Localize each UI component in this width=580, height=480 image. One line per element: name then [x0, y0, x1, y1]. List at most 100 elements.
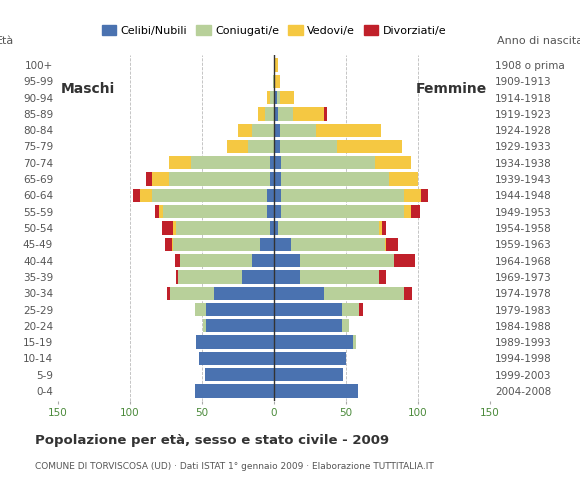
Bar [252, 254, 274, 267]
Bar [382, 221, 386, 235]
Text: Età: Età [0, 36, 14, 46]
Bar [404, 189, 421, 202]
Bar [342, 319, 349, 333]
Bar [274, 107, 278, 120]
Bar [375, 156, 411, 169]
Bar [404, 205, 411, 218]
Bar [154, 205, 159, 218]
Bar [277, 91, 280, 104]
Bar [274, 238, 291, 251]
Bar [177, 270, 242, 284]
Bar [162, 221, 173, 235]
Bar [146, 172, 151, 186]
Bar [359, 303, 363, 316]
Bar [140, 189, 151, 202]
Legend: Celibi/Nubili, Coniugati/e, Vedovi/e, Divorziati/e: Celibi/Nubili, Coniugati/e, Vedovi/e, Di… [97, 21, 451, 40]
Bar [281, 172, 389, 186]
Bar [274, 336, 353, 349]
Bar [260, 238, 274, 251]
Text: Anno di nascita: Anno di nascita [497, 36, 580, 46]
Bar [267, 205, 274, 218]
Bar [379, 270, 386, 284]
Bar [163, 205, 267, 218]
Bar [324, 287, 404, 300]
Bar [274, 172, 281, 186]
Bar [252, 123, 274, 137]
Bar [168, 287, 171, 300]
Bar [274, 384, 358, 398]
Bar [169, 156, 190, 169]
Bar [394, 254, 415, 267]
Bar [171, 287, 213, 300]
Text: Femmine: Femmine [416, 83, 487, 96]
Bar [206, 303, 274, 316]
Bar [379, 221, 382, 235]
Bar [276, 58, 278, 72]
Bar [169, 172, 270, 186]
Bar [273, 74, 274, 88]
Bar [274, 270, 300, 284]
Bar [205, 368, 274, 382]
Bar [274, 140, 280, 153]
Bar [342, 303, 359, 316]
Bar [278, 221, 379, 235]
Bar [316, 123, 380, 137]
Text: Maschi: Maschi [61, 83, 115, 96]
Bar [173, 221, 176, 235]
Bar [151, 172, 169, 186]
Bar [165, 238, 172, 251]
Bar [411, 205, 419, 218]
Bar [389, 172, 418, 186]
Bar [213, 287, 274, 300]
Bar [274, 156, 281, 169]
Bar [281, 205, 404, 218]
Bar [270, 91, 274, 104]
Bar [274, 91, 277, 104]
Bar [195, 303, 206, 316]
Bar [293, 107, 324, 120]
Bar [338, 140, 403, 153]
Bar [133, 189, 140, 202]
Bar [274, 352, 346, 365]
Bar [274, 254, 300, 267]
Bar [404, 287, 412, 300]
Bar [195, 384, 274, 398]
Bar [159, 205, 163, 218]
Bar [238, 123, 252, 137]
Bar [199, 352, 274, 365]
Bar [300, 270, 379, 284]
Bar [227, 140, 248, 153]
Bar [176, 270, 177, 284]
Bar [270, 156, 274, 169]
Bar [206, 319, 274, 333]
Bar [274, 189, 281, 202]
Bar [274, 368, 343, 382]
Bar [280, 140, 338, 153]
Bar [280, 91, 294, 104]
Bar [176, 221, 270, 235]
Bar [421, 189, 428, 202]
Bar [385, 238, 386, 251]
Bar [274, 74, 276, 88]
Bar [278, 107, 293, 120]
Bar [248, 140, 274, 153]
Bar [242, 270, 274, 284]
Bar [274, 287, 324, 300]
Bar [267, 91, 270, 104]
Bar [196, 336, 274, 349]
Bar [270, 172, 274, 186]
Bar [276, 74, 280, 88]
Text: COMUNE DI TORVISCOSA (UD) · Dati ISTAT 1° gennaio 2009 · Elaborazione TUTTITALIA: COMUNE DI TORVISCOSA (UD) · Dati ISTAT 1… [35, 462, 434, 471]
Bar [266, 107, 274, 120]
Bar [175, 254, 180, 267]
Bar [274, 303, 342, 316]
Bar [173, 238, 260, 251]
Bar [274, 123, 280, 137]
Bar [274, 221, 278, 235]
Bar [172, 238, 173, 251]
Bar [258, 107, 266, 120]
Bar [274, 58, 276, 72]
Text: Popolazione per età, sesso e stato civile - 2009: Popolazione per età, sesso e stato civil… [35, 434, 389, 447]
Bar [274, 205, 281, 218]
Bar [274, 319, 342, 333]
